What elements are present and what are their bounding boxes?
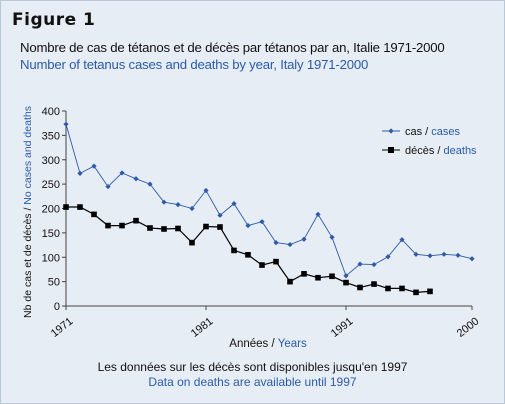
series-deaths-point — [301, 271, 307, 277]
y-tick-label: 400 — [42, 106, 60, 118]
x-tick-label: 1981 — [189, 315, 216, 340]
series-cases-point — [469, 256, 475, 262]
series-deaths-point — [315, 274, 321, 281]
series-cases-point — [441, 251, 447, 257]
series-cases-point — [329, 234, 335, 240]
legend-cases-marker — [388, 128, 394, 134]
series-deaths-point — [287, 278, 293, 285]
series-cases-point — [357, 261, 363, 267]
series-cases-point — [427, 253, 433, 259]
chart-legend: cas / cases décès / deaths — [382, 126, 477, 157]
series-cases-point — [203, 187, 209, 194]
x-tick-label: 1991 — [329, 315, 356, 340]
series-deaths-point — [259, 262, 265, 268]
y-tick-label: 300 — [42, 155, 60, 167]
series-deaths-point — [203, 223, 209, 230]
y-tick-label: 50 — [48, 277, 60, 289]
series-deaths-point — [217, 224, 223, 230]
series-deaths-point — [91, 211, 97, 218]
legend-deaths-label: décès / deaths — [405, 145, 477, 157]
series-deaths-point — [147, 225, 153, 231]
series-deaths-point — [427, 288, 433, 295]
series-cases-point — [315, 211, 321, 217]
series-cases-point — [161, 199, 167, 205]
series-deaths-point — [273, 258, 279, 265]
chart-series — [63, 121, 475, 296]
x-tick-label: 1971 — [49, 315, 76, 340]
series-cases-point — [413, 251, 419, 257]
series-cases-point — [301, 236, 307, 242]
series-deaths-point — [357, 284, 363, 291]
x-axis-title: Années / Years — [229, 338, 307, 350]
series-deaths-point — [161, 226, 167, 232]
series-cases-point — [189, 205, 195, 212]
figure-label: Figure 1 — [12, 10, 96, 30]
chart-axes — [65, 111, 472, 307]
series-deaths-point — [413, 289, 419, 296]
series-cases-point — [77, 170, 83, 176]
series-deaths-point — [77, 204, 83, 210]
footnote-english: Data on deaths are available until 1997 — [148, 375, 357, 389]
legend-deaths-marker — [388, 147, 394, 153]
y-tick-label: 250 — [42, 179, 60, 191]
series-deaths-point — [329, 273, 335, 280]
y-tick-label: 150 — [42, 228, 60, 240]
y-tick-label: 200 — [42, 204, 60, 216]
series-cases-point — [245, 222, 251, 229]
series-cases-point — [287, 241, 293, 248]
x-tick-label: 2000 — [455, 315, 482, 340]
series-deaths-point — [399, 285, 405, 292]
series-cases-point — [455, 252, 461, 258]
series-deaths-point — [231, 247, 237, 254]
legend-cases-label: cas / cases — [405, 126, 461, 138]
y-axis-title: Nb de cas et de décès / No cases and dea… — [22, 106, 34, 318]
series-cases-point — [371, 261, 377, 268]
series-deaths-point — [63, 204, 69, 210]
series-cases-line — [65, 124, 473, 277]
series-cases-point — [231, 201, 237, 207]
series-cases-point — [105, 183, 111, 190]
y-tick-label: 100 — [42, 252, 60, 264]
chart-title-english: Number of tetanus cases and deaths by ye… — [20, 57, 369, 72]
series-cases-point — [343, 273, 349, 279]
series-cases-point — [133, 176, 139, 182]
series-deaths-point — [245, 252, 251, 258]
chart-title-french: Nombre de cas de tétanos et de décès par… — [20, 40, 445, 55]
series-cases-point — [119, 170, 125, 176]
series-deaths-point — [189, 239, 195, 246]
series-cases-point — [259, 219, 265, 225]
series-cases-point — [63, 121, 69, 127]
y-tick-label: 0 — [54, 301, 60, 313]
series-cases-point — [217, 212, 223, 218]
series-cases-point — [385, 254, 391, 260]
series-deaths-point — [175, 225, 181, 232]
footnote-french: Les données sur les décès sont disponibl… — [97, 360, 408, 374]
y-tick-label: 350 — [42, 130, 60, 142]
series-deaths-point — [119, 222, 125, 229]
series-deaths-point — [105, 222, 111, 229]
series-deaths-point — [371, 281, 377, 287]
series-cases-point — [175, 202, 181, 208]
series-deaths-point — [133, 217, 139, 224]
series-deaths-line — [66, 206, 431, 294]
series-cases-point — [399, 237, 405, 243]
series-cases-point — [147, 181, 153, 187]
series-cases-point — [273, 240, 279, 246]
series-deaths-point — [343, 279, 349, 286]
series-deaths-point — [385, 285, 391, 292]
series-cases-point — [91, 163, 97, 169]
